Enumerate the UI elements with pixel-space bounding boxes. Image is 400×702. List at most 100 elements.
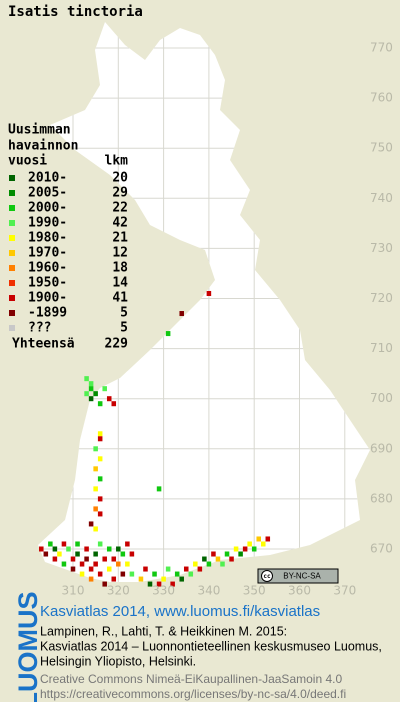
occurrence-square (106, 566, 112, 572)
occurrence-square (265, 536, 271, 542)
occurrence-square (120, 551, 126, 557)
legend-total: 229 (105, 337, 128, 352)
legend-heading: Uusimman (8, 123, 71, 138)
occurrence-square (84, 391, 89, 397)
occurrence-square (152, 571, 157, 577)
occurrence-square (156, 486, 162, 492)
legend-swatch (9, 325, 15, 331)
occurrence-square (129, 551, 135, 557)
occurrence-square (97, 456, 103, 462)
occurrence-square (138, 576, 144, 582)
occurrence-square (125, 561, 130, 567)
citation: Helsingin Yliopisto, Helsinki. (40, 654, 196, 668)
occurrence-square (75, 551, 80, 557)
legend-heading: vuosi (8, 154, 47, 169)
legend-label: 1960- (28, 261, 67, 276)
y-tick-label: 720 (370, 291, 393, 305)
x-tick-label: 330 (152, 584, 175, 598)
occurrence-squares (39, 290, 271, 587)
occurrence-square (179, 311, 184, 317)
occurrence-square (260, 541, 266, 547)
occurrence-square (143, 566, 148, 572)
occurrence-square (97, 431, 103, 437)
occurrence-square (120, 571, 126, 577)
legend-label: 1900- (28, 291, 67, 306)
occurrence-square (93, 561, 98, 567)
occurrence-square (116, 561, 121, 567)
occurrence-square (97, 511, 103, 517)
occurrence-square (79, 561, 85, 567)
legend-swatch (9, 190, 15, 196)
legend-heading: havainnon (8, 139, 78, 154)
cc-icon-text: cc (263, 573, 271, 580)
occurrence-square (220, 561, 225, 567)
legend-count: 14 (112, 276, 128, 291)
occurrence-square (106, 396, 112, 402)
occurrence-square (102, 386, 107, 392)
legend-swatch (9, 280, 15, 286)
legend-total-label: Yhteensä (12, 337, 75, 352)
finland-outline (38, 22, 370, 582)
occurrence-square (93, 506, 98, 512)
occurrence-square (97, 476, 103, 482)
legend-swatch (9, 220, 15, 226)
legend-label: 1970- (28, 246, 67, 261)
occurrence-square (97, 571, 103, 577)
occurrence-square (70, 566, 76, 572)
occurrence-square (102, 581, 107, 587)
x-tick-label: 360 (288, 584, 311, 598)
legend-count: 29 (112, 186, 128, 201)
y-tick-label: 670 (370, 542, 393, 556)
occurrence-square (215, 556, 221, 562)
occurrence-square (165, 331, 171, 337)
atlas-link[interactable]: Kasviatlas 2014, www.luomus.fi/kasviatla… (40, 603, 320, 620)
badge-text: BY-NC-SA (283, 572, 321, 581)
legend-label: 2005- (28, 186, 67, 201)
occurrence-square (93, 526, 98, 532)
occurrence-square (39, 546, 44, 552)
legend-label: ??? (28, 321, 51, 336)
occurrence-square (52, 546, 58, 552)
license-badge: cc BY-NC-SA (257, 568, 339, 584)
legend-count: 12 (112, 246, 128, 261)
y-tick-label: 740 (370, 191, 393, 205)
legend-count-heading: lkm (105, 154, 129, 169)
occurrence-square (97, 436, 103, 442)
occurrence-square (188, 571, 194, 577)
occurrence-square (161, 576, 166, 582)
occurrence-square (88, 566, 94, 572)
y-tick-label: 690 (370, 441, 393, 455)
y-tick-label: 760 (370, 91, 393, 105)
legend-label: 1990- (28, 216, 67, 231)
legend-label: 2010- (28, 171, 67, 186)
occurrence-square (125, 541, 130, 547)
occurrence-square (88, 576, 94, 582)
occurrence-square (93, 486, 98, 492)
x-tick-label: 350 (243, 584, 266, 598)
legend-swatch (9, 250, 15, 256)
occurrence-square (129, 571, 135, 577)
occurrence-square (233, 546, 239, 552)
license-url[interactable]: https://creativecommons.org/licenses/by-… (40, 687, 346, 701)
y-tick-label: 750 (370, 141, 393, 155)
x-tick-label: 370 (333, 584, 356, 598)
occurrence-square (156, 581, 162, 587)
occurrence-square (70, 556, 76, 562)
occurrence-square (111, 556, 117, 562)
badge-box (257, 568, 339, 584)
occurrence-square (197, 566, 203, 572)
legend-label: -1899 (28, 306, 67, 321)
occurrence-square (224, 551, 230, 557)
y-tick-label: 700 (370, 391, 393, 405)
y-tick-label: 680 (370, 491, 393, 505)
legend-count: 42 (112, 216, 128, 231)
occurrence-square (206, 561, 212, 567)
legend-label: 1980- (28, 231, 67, 246)
species-title: Isatis tinctoria (8, 4, 143, 20)
legend-count: 20 (112, 171, 128, 186)
occurrence-square (57, 551, 62, 557)
x-tick-label: 310 (62, 584, 85, 598)
occurrence-square (84, 376, 89, 382)
occurrence-square (88, 386, 94, 392)
